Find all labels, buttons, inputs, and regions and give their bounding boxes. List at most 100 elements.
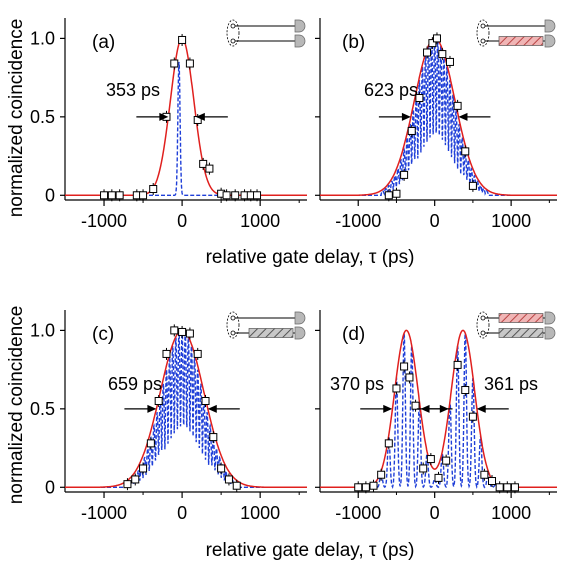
data-point [231,191,240,200]
data-point [461,386,470,395]
x-axis-label-bottom: relative gate delay, τ (ps) [206,540,415,561]
detector-icon [544,311,556,325]
fwhm-arrowhead-left [401,112,411,121]
x-tick-label: 0 [177,211,187,231]
fwhm-arrowhead-right [195,112,205,121]
detector-icon [544,326,556,340]
data-point [423,48,432,57]
data-point [139,464,148,473]
data-point [170,59,179,68]
data-point [205,164,214,173]
source-outline [476,311,490,339]
data-point [419,464,428,473]
fwhm-label: 361 ps [484,374,538,394]
inset-schematic [226,311,306,340]
data-point [442,456,451,465]
data-point [377,470,386,479]
y-tick-label: 0.5 [30,399,55,419]
data-point [185,329,194,338]
x-tick-label: 0 [177,503,187,523]
y-tick-label: 1.0 [30,320,55,340]
data-point [432,34,441,43]
x-tick-label: 1000 [491,503,531,523]
data-point [384,439,393,448]
detector-icon [544,34,556,48]
data-point [384,191,393,200]
data-point [222,191,231,200]
fwhm-arrowhead-right [458,112,468,121]
x-tick-label: -1000 [335,503,381,523]
fwhm-label: 623 ps [364,80,418,100]
panel-a: -1000 0 1000 0 0.5 1.0 353 ps (a) [30,18,307,231]
detector-icon [294,19,306,33]
data-point [217,464,226,473]
fwhm-arrowhead-right [476,404,486,413]
fwhm-label: 370 ps [330,374,384,394]
data-point [209,433,218,442]
red-dispersive-element [498,313,544,323]
x-tick-label: 1000 [240,503,280,523]
source-outline [226,19,240,47]
x-axis-label-top: relative gate delay, τ (ps) [206,247,415,268]
data-point [115,191,124,200]
photon-source [480,315,486,321]
data-point [162,349,171,358]
data-point [495,483,504,492]
data-point [369,481,378,490]
y-axis-label-bottom: normalized coincidence [6,306,27,505]
data-point [185,59,194,68]
data-point [426,455,435,464]
data-point [100,191,109,200]
red-dispersive-element [498,36,544,46]
photon-source [480,38,486,44]
inset-schematic [476,311,556,340]
gray-dispersive-element [498,328,544,338]
data-point [201,397,210,405]
panel-label: (c) [92,324,114,345]
data-point [193,349,202,358]
photon-source [230,330,236,336]
gray-dispersive-element [248,328,294,338]
photon-source [230,23,236,29]
data-point [480,470,489,479]
photon-source [230,315,236,321]
fwhm-arrowhead-left [439,404,449,413]
data-point [445,57,454,66]
panel-label: (d) [342,324,365,345]
x-tick-label: 0 [430,211,440,231]
data-point [178,35,187,44]
data-point [405,373,414,382]
data-point [170,326,179,335]
inset-schematic [226,19,306,48]
panel-d: -1000 0 1000 370 ps 361 ps (d) [315,310,557,523]
data-point [461,147,470,156]
x-tick-label: 1000 [491,211,531,231]
data-point [468,412,477,421]
data-point [415,94,424,103]
data-point [468,181,477,190]
data-point [503,483,512,492]
data-point [224,475,233,484]
data-point [407,126,416,135]
panel-b: -1000 0 1000 623 ps (b) [315,18,557,231]
data-point [510,483,519,492]
x-tick-label: -1000 [81,503,127,523]
y-tick-label: 0.5 [30,107,55,127]
data-point [438,50,447,59]
fwhm-arrowhead-left [383,404,393,413]
panel-c: -1000 0 1000 0 0.5 1.0 659 ps (c) [30,310,307,523]
x-tick-label: -1000 [81,211,127,231]
data-point [392,384,401,393]
y-tick-label: 1.0 [30,28,55,48]
data-point [154,397,163,405]
photon-source [230,38,236,44]
fwhm-label: 659 ps [108,374,162,394]
data-point [400,170,409,179]
data-point [232,481,241,490]
fwhm-arrowhead-left [147,404,157,413]
source-outline [476,19,490,47]
data-point [411,401,420,410]
panel-label: (a) [92,32,115,53]
